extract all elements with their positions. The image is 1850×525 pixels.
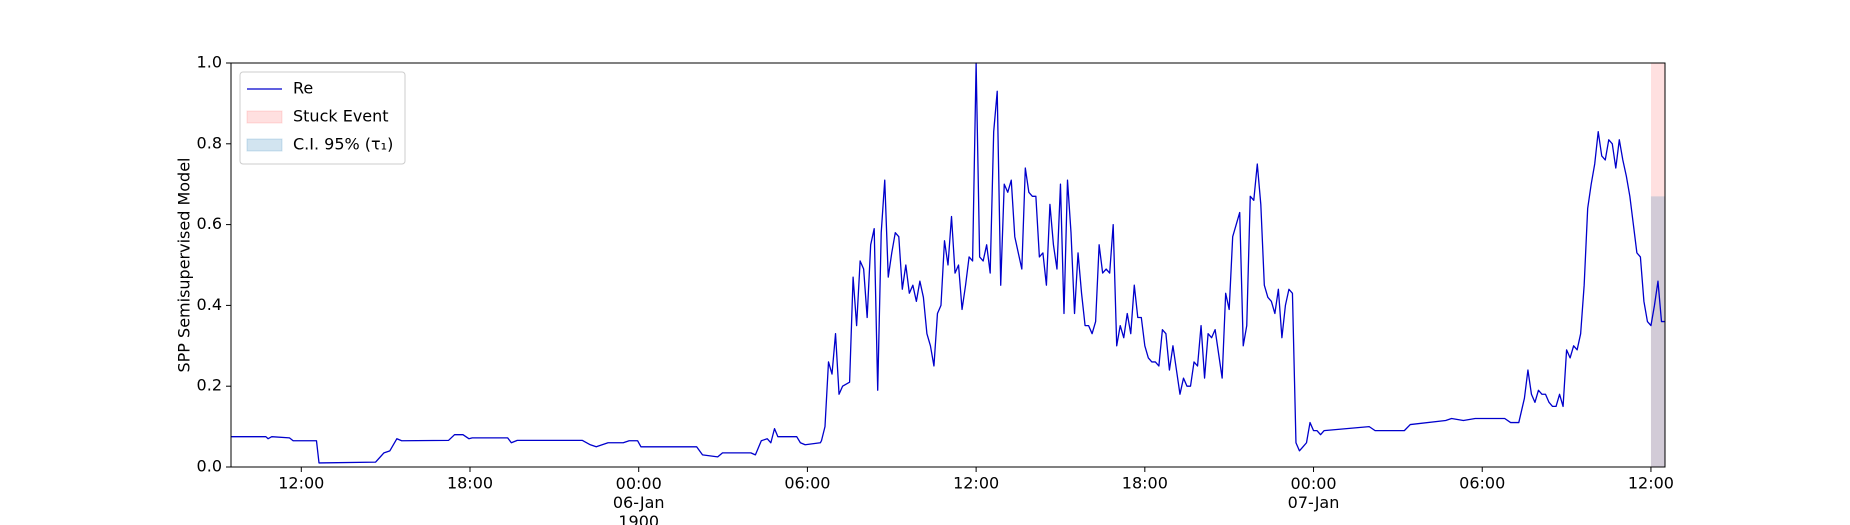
- legend-patch: [246, 110, 283, 124]
- legend-box: [239, 71, 406, 165]
- x-tick-label: 00:00 06-Jan 1900: [613, 474, 665, 525]
- y-tick-label: 1.0: [197, 53, 222, 72]
- y-tick-label: 0.6: [197, 214, 222, 233]
- x-tick-label: 18:00: [1122, 474, 1168, 493]
- series-line: [231, 62, 1665, 464]
- x-tick-label-line: 1900: [618, 512, 659, 525]
- y-axis-label: SPP Semisupervised Model: [175, 158, 194, 373]
- x-tick-label-line: 00:00: [1290, 474, 1336, 493]
- x-tick-label-line: 00:00: [616, 474, 662, 493]
- x-tick-label: 18:00: [447, 474, 493, 493]
- x-tick-label: 12:00: [1628, 474, 1674, 493]
- confidence-band: [1650, 196, 1665, 467]
- x-tick-label: 06:00: [784, 474, 830, 493]
- x-tick-label: 12:00: [953, 474, 999, 493]
- legend-label: Re: [293, 79, 313, 98]
- stuck-event-span: [1650, 63, 1665, 467]
- plot-frame: [230, 62, 1666, 468]
- x-tick-label: 00:00 07-Jan: [1288, 474, 1340, 512]
- x-tick-label: 12:00: [278, 474, 324, 493]
- y-tick-label: 0.8: [197, 133, 222, 152]
- x-tick-label-line: 07-Jan: [1288, 493, 1340, 512]
- legend-label: C.I. 95% (τ₁): [293, 135, 393, 154]
- x-tick-label-line: 06-Jan: [613, 493, 665, 512]
- x-tick-label: 06:00: [1459, 474, 1505, 493]
- y-tick-label: 0.2: [197, 376, 222, 395]
- y-tick-label: 0.4: [197, 295, 222, 314]
- y-tick-label: 0.0: [197, 457, 222, 476]
- legend-label: Stuck Event: [293, 107, 389, 126]
- legend-patch: [246, 138, 283, 152]
